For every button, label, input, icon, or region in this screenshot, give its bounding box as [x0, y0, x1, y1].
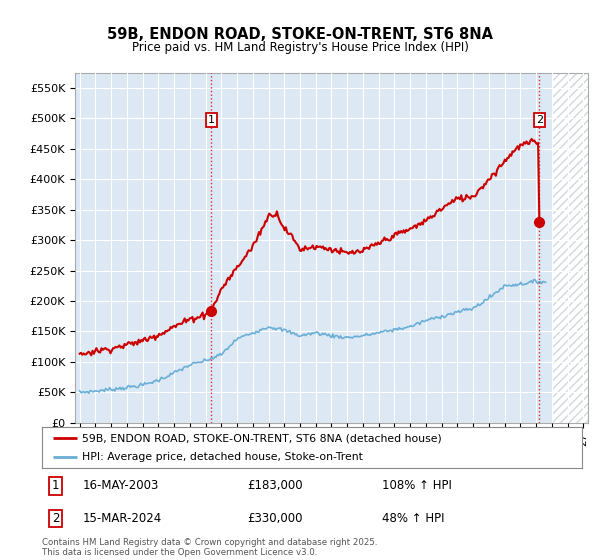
- Text: HPI: Average price, detached house, Stoke-on-Trent: HPI: Average price, detached house, Stok…: [83, 452, 364, 461]
- Text: Contains HM Land Registry data © Crown copyright and database right 2025.
This d: Contains HM Land Registry data © Crown c…: [42, 538, 377, 557]
- Bar: [552, 73, 600, 423]
- Text: 59B, ENDON ROAD, STOKE-ON-TRENT, ST6 8NA (detached house): 59B, ENDON ROAD, STOKE-ON-TRENT, ST6 8NA…: [83, 433, 442, 443]
- Text: 1: 1: [52, 479, 59, 492]
- Text: 1: 1: [208, 115, 215, 125]
- Bar: [552, 73, 600, 423]
- Text: 15-MAR-2024: 15-MAR-2024: [83, 512, 162, 525]
- Text: 108% ↑ HPI: 108% ↑ HPI: [382, 479, 452, 492]
- Text: 2: 2: [52, 512, 59, 525]
- Text: £330,000: £330,000: [247, 512, 303, 525]
- Text: 16-MAY-2003: 16-MAY-2003: [83, 479, 159, 492]
- Text: £183,000: £183,000: [247, 479, 303, 492]
- Text: Price paid vs. HM Land Registry's House Price Index (HPI): Price paid vs. HM Land Registry's House …: [131, 41, 469, 54]
- Text: 59B, ENDON ROAD, STOKE-ON-TRENT, ST6 8NA: 59B, ENDON ROAD, STOKE-ON-TRENT, ST6 8NA: [107, 27, 493, 42]
- Text: 48% ↑ HPI: 48% ↑ HPI: [382, 512, 445, 525]
- Text: 2: 2: [536, 115, 543, 125]
